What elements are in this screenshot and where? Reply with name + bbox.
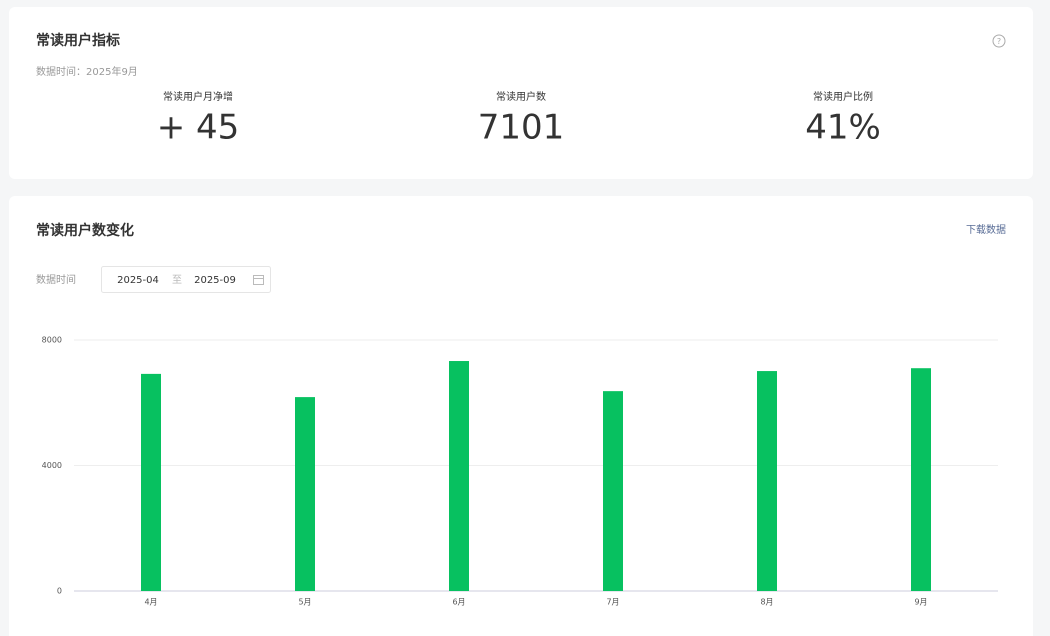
- x-tick-label: 8月: [760, 598, 773, 607]
- metric-label: 常读用户数: [496, 90, 546, 103]
- trend-card: [9, 196, 1033, 636]
- filter-label: 数据时间: [36, 273, 76, 286]
- bar: [911, 368, 931, 591]
- metric-value: 41%: [805, 108, 881, 148]
- card-title: 常读用户指标: [36, 32, 120, 49]
- help-icon[interactable]: ?: [992, 34, 1006, 48]
- download-link[interactable]: 下载数据: [966, 223, 1006, 236]
- y-tick-label: 0: [57, 587, 62, 596]
- date-text: 数据时间：2025年9月: [36, 65, 138, 78]
- x-tick-label: 6月: [452, 598, 465, 607]
- metric-value: 7101: [478, 108, 565, 148]
- y-tick-label: 4000: [42, 461, 62, 470]
- range-separator: 至: [172, 274, 182, 286]
- start-date[interactable]: 2025-04: [117, 275, 159, 286]
- x-tick-label: 9月: [914, 598, 927, 607]
- end-date[interactable]: 2025-09: [194, 275, 236, 286]
- bar: [449, 361, 469, 591]
- chart: 0 4000 8000 4月 5月 6月 7月 8月 9月: [42, 336, 998, 607]
- overview-card: [9, 7, 1033, 179]
- x-tick-label: 7月: [606, 598, 619, 607]
- metric-label: 常读用户比例: [813, 90, 873, 103]
- x-tick-label: 4月: [144, 598, 157, 607]
- x-tick-label: 5月: [298, 598, 311, 607]
- bar: [141, 373, 161, 591]
- bar: [295, 397, 315, 591]
- calendar-icon[interactable]: [253, 275, 264, 285]
- date-range-picker[interactable]: [101, 266, 271, 293]
- metric-value: + 45: [157, 108, 240, 148]
- bar: [757, 371, 777, 591]
- chart-title: 常读用户数变化: [36, 222, 134, 239]
- svg-text:?: ?: [997, 37, 1001, 46]
- y-tick-label: 8000: [42, 336, 62, 345]
- bar: [603, 391, 623, 591]
- metric-label: 常读用户月净增: [163, 90, 233, 103]
